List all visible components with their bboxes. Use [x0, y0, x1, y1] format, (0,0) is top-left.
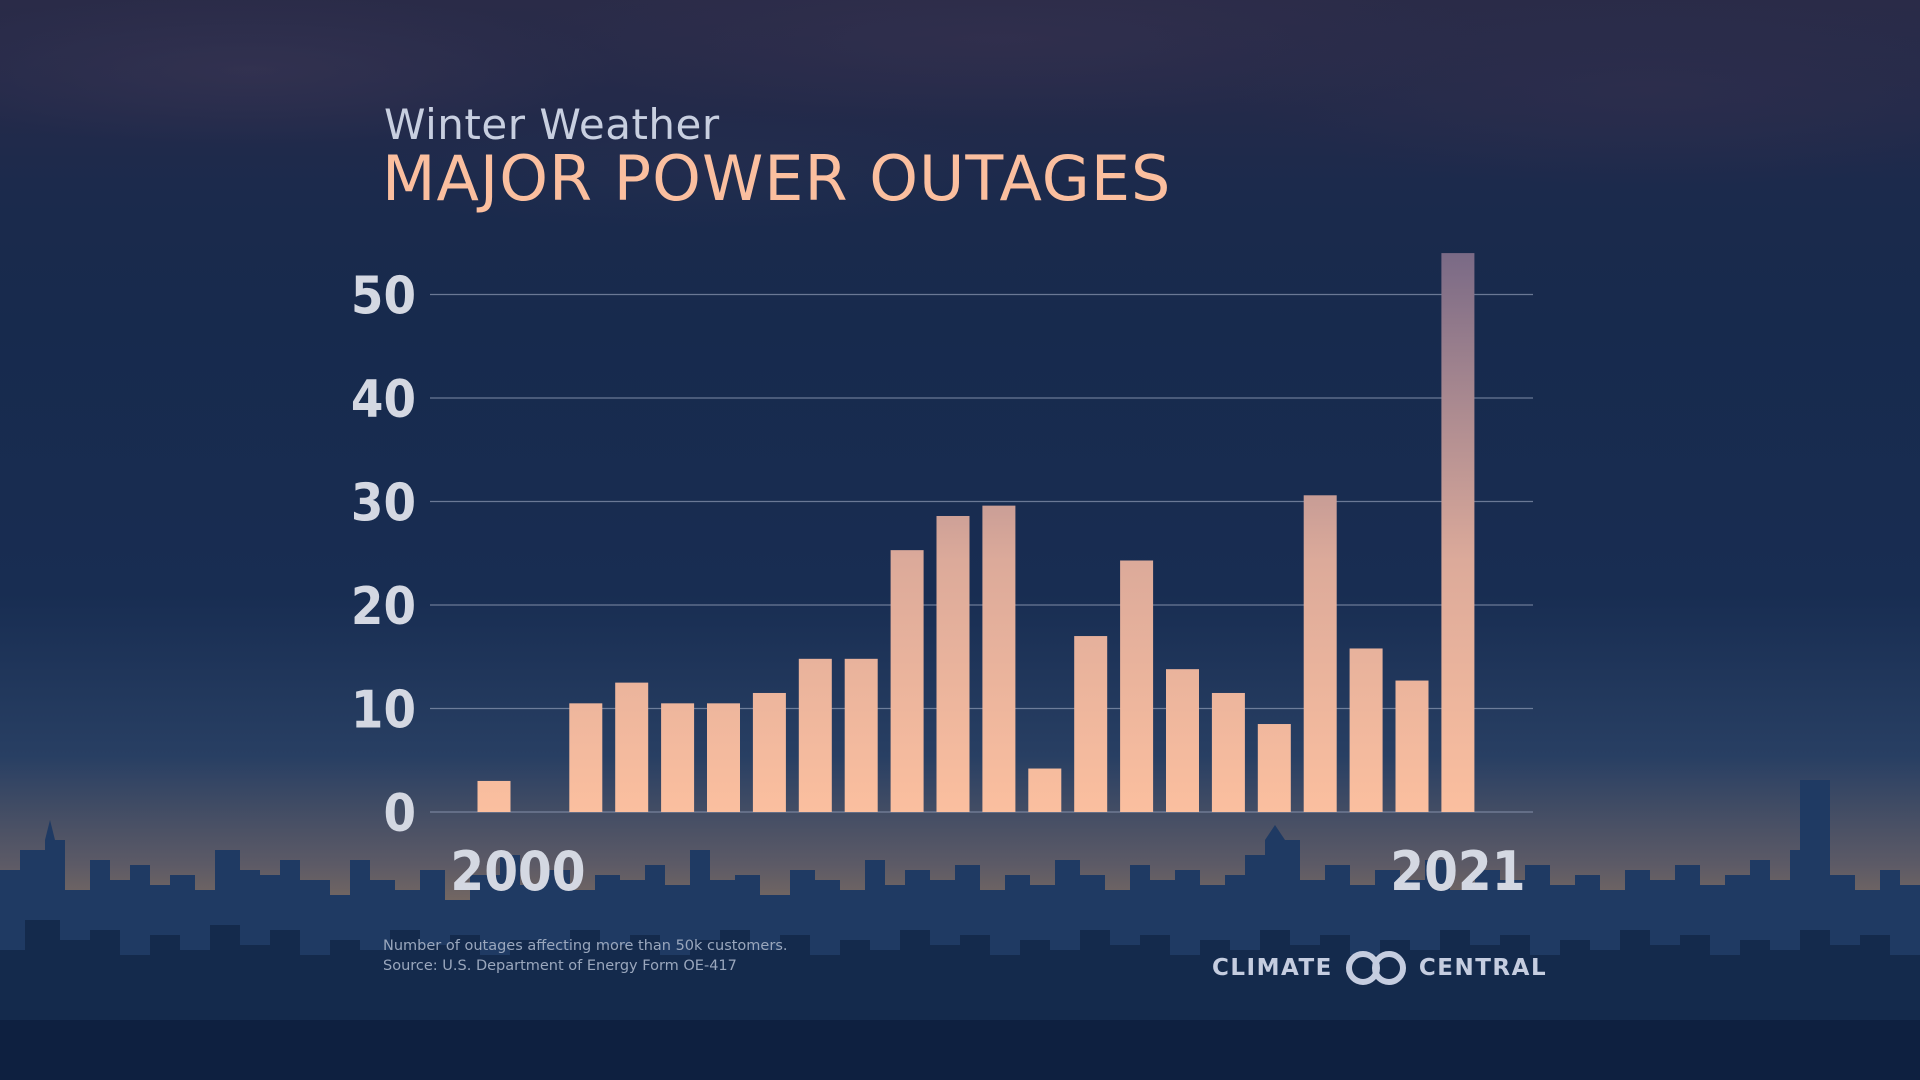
city-skyline	[0, 780, 1920, 1080]
chart-title: Winter Weather	[384, 100, 720, 149]
bar-2014	[1120, 560, 1154, 812]
x-tick-label: 2000	[450, 840, 585, 903]
climate-central-logo: CLIMATE CENTRAL	[1212, 950, 1547, 986]
footnote: Number of outages affecting more than 50…	[383, 936, 787, 976]
y-axis-ticks: 0 10 20 30 40 50	[351, 267, 416, 845]
bar-2003	[615, 682, 649, 812]
gridlines	[430, 293, 1533, 813]
bar-2007	[798, 658, 832, 812]
bar-2006	[752, 692, 786, 812]
y-tick-label: 50	[351, 267, 416, 327]
logo-text-right: CENTRAL	[1418, 955, 1548, 981]
bar-2016	[1211, 692, 1245, 812]
bar-2012	[1028, 768, 1062, 812]
footnote-source: Source: U.S. Department of Energy Form O…	[383, 958, 737, 974]
y-tick-label: 0	[383, 784, 416, 844]
bar-2000	[477, 780, 511, 812]
footnote-description: Number of outages affecting more than 50…	[383, 938, 788, 954]
bar-2004	[661, 703, 695, 812]
bar-2017	[1257, 724, 1291, 812]
bar-2005	[707, 703, 740, 812]
sky-clouds	[0, 0, 1920, 260]
bars	[477, 253, 1475, 813]
bar-2018	[1303, 495, 1337, 812]
bar-2019	[1349, 648, 1383, 812]
bar-2020	[1395, 680, 1429, 812]
bar-2010	[936, 515, 970, 812]
logo-text-left: CLIMATE	[1212, 955, 1333, 981]
x-tick-label: 2021	[1390, 840, 1525, 903]
y-tick-label: 10	[351, 681, 416, 741]
bar-2013	[1074, 636, 1108, 812]
y-tick-label: 20	[351, 577, 416, 637]
bar-2015	[1166, 669, 1199, 812]
y-tick-label: 30	[351, 474, 416, 534]
bar-2002	[569, 703, 603, 812]
x-axis-ticks: 2000 2021	[450, 840, 1525, 903]
climate-central-rings-icon	[1345, 951, 1406, 985]
bar-2008	[844, 658, 878, 812]
bar-2021	[1441, 253, 1475, 813]
bar-2011	[982, 505, 1016, 812]
y-tick-label: 40	[351, 370, 416, 430]
chart-subtitle: MAJOR POWER OUTAGES	[382, 142, 1172, 215]
bar-2009	[890, 550, 924, 812]
